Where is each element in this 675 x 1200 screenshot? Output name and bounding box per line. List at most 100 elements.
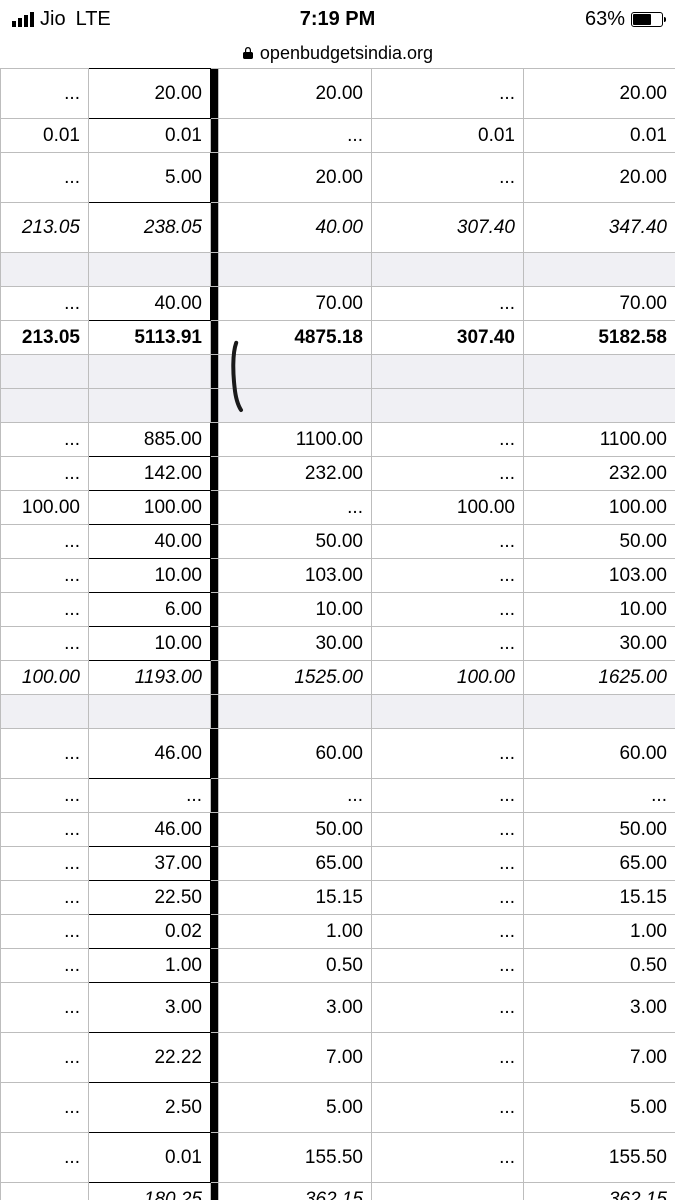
table-row: ...46.0050.00...50.00: [1, 813, 675, 847]
browser-url-bar[interactable]: openbudgetsindia.org: [0, 38, 675, 68]
table-cell: ...: [372, 457, 524, 491]
table-cell: 5182.58: [524, 321, 675, 355]
table-row: [1, 695, 675, 729]
table-cell: ...: [372, 847, 524, 881]
table-cell-blank: [211, 389, 219, 423]
budget-table-viewport[interactable]: ...20.0020.00...20.000.010.01...0.010.01…: [0, 68, 675, 1200]
table-row: ...10.0030.00...30.00: [1, 627, 675, 661]
table-cell: 0.01: [89, 1133, 211, 1183]
table-cell: 1193.00: [89, 661, 211, 695]
table-row: ...5.0020.00...20.00: [1, 153, 675, 203]
table-row: ...46.0060.00...60.00: [1, 729, 675, 779]
table-cell: 0.02: [89, 915, 211, 949]
table-row: ...20.0020.00...20.00: [1, 69, 675, 119]
table-cell: [211, 153, 219, 203]
table-cell: 0.01: [524, 119, 675, 153]
table-cell: 30.00: [524, 627, 675, 661]
table-cell: 37.00: [89, 847, 211, 881]
table-cell: 100.00: [524, 491, 675, 525]
budget-table: ...20.0020.00...20.000.010.01...0.010.01…: [0, 68, 675, 1200]
table-cell: 4875.18: [219, 321, 372, 355]
table-cell: ...: [372, 593, 524, 627]
table-cell-blank: [89, 695, 211, 729]
table-cell: [211, 627, 219, 661]
table-cell: ...: [219, 779, 372, 813]
table-cell: 1625.00: [524, 661, 675, 695]
table-cell: 100.00: [372, 661, 524, 695]
table-cell: 347.40: [524, 203, 675, 253]
table-cell: 5113.91: [89, 321, 211, 355]
table-cell: ...: [1, 627, 89, 661]
table-cell: ...: [1, 881, 89, 915]
table-cell: 103.00: [219, 559, 372, 593]
table-cell: ...: [372, 287, 524, 321]
table-cell: 1.00: [219, 915, 372, 949]
table-row: ...22.227.00...7.00: [1, 1033, 675, 1083]
carrier-label: Jio: [40, 8, 66, 31]
table-cell-blank: [372, 253, 524, 287]
table-cell: 100.00: [89, 491, 211, 525]
table-cell: ...: [372, 813, 524, 847]
table-cell-blank: [219, 695, 372, 729]
table-cell: 142.00: [89, 457, 211, 491]
table-cell: [211, 423, 219, 457]
table-cell: 5.00: [524, 1083, 675, 1133]
table-cell: 20.00: [524, 153, 675, 203]
table-row: ...6.0010.00...10.00: [1, 593, 675, 627]
table-cell: 60.00: [524, 729, 675, 779]
table-cell: 15.15: [219, 881, 372, 915]
table-cell: ...: [1, 813, 89, 847]
table-cell: ...: [1, 847, 89, 881]
table-cell: 60.00: [219, 729, 372, 779]
table-cell: 155.50: [219, 1133, 372, 1183]
table-row: ...3.003.00...3.00: [1, 983, 675, 1033]
table-row: ...1.000.50...0.50: [1, 949, 675, 983]
table-cell: [211, 69, 219, 119]
table-cell-blank: [219, 355, 372, 389]
table-cell: 10.00: [219, 593, 372, 627]
table-cell: 20.00: [219, 153, 372, 203]
table-cell-blank: [211, 253, 219, 287]
table-cell: ...: [372, 1183, 524, 1200]
table-cell: 1100.00: [524, 423, 675, 457]
table-cell: ...: [1, 915, 89, 949]
table-row: 100.00100.00...100.00100.00: [1, 491, 675, 525]
table-cell: 7.00: [524, 1033, 675, 1083]
table-cell: [211, 779, 219, 813]
table-cell-blank: [1, 355, 89, 389]
table-cell: 362.15: [524, 1183, 675, 1200]
table-cell: 3.00: [524, 983, 675, 1033]
table-cell: 0.50: [219, 949, 372, 983]
table-cell: ...: [372, 915, 524, 949]
table-cell: 65.00: [219, 847, 372, 881]
clock-label: 7:19 PM: [300, 8, 376, 31]
table-cell: ...: [1, 287, 89, 321]
table-cell: 50.00: [219, 525, 372, 559]
table-cell: ...: [372, 779, 524, 813]
table-cell: 213.05: [1, 321, 89, 355]
table-row: 100.001193.001525.00100.001625.00: [1, 661, 675, 695]
table-cell: 10.00: [524, 593, 675, 627]
table-cell: 307.40: [372, 321, 524, 355]
table-row: 0.010.01...0.010.01: [1, 119, 675, 153]
table-cell: 40.00: [219, 203, 372, 253]
table-cell: [211, 525, 219, 559]
table-cell: 885.00: [89, 423, 211, 457]
table-cell: 0.01: [89, 119, 211, 153]
table-row: 213.055113.914875.18307.405182.58: [1, 321, 675, 355]
table-cell: 100.00: [1, 491, 89, 525]
table-cell: ...: [1, 983, 89, 1033]
table-row: ...37.0065.00...65.00: [1, 847, 675, 881]
table-cell: 307.40: [372, 203, 524, 253]
table-cell: ...: [372, 153, 524, 203]
table-cell: ...: [1, 153, 89, 203]
table-cell: ...: [372, 729, 524, 779]
table-cell: [211, 847, 219, 881]
table-cell: 0.01: [372, 119, 524, 153]
table-cell: 100.00: [1, 661, 89, 695]
table-row: ...180.25362.15...362.15: [1, 1183, 675, 1200]
table-cell-blank: [524, 355, 675, 389]
table-cell: ...: [1, 729, 89, 779]
signal-bars-icon: [12, 12, 34, 27]
table-row: [1, 389, 675, 423]
